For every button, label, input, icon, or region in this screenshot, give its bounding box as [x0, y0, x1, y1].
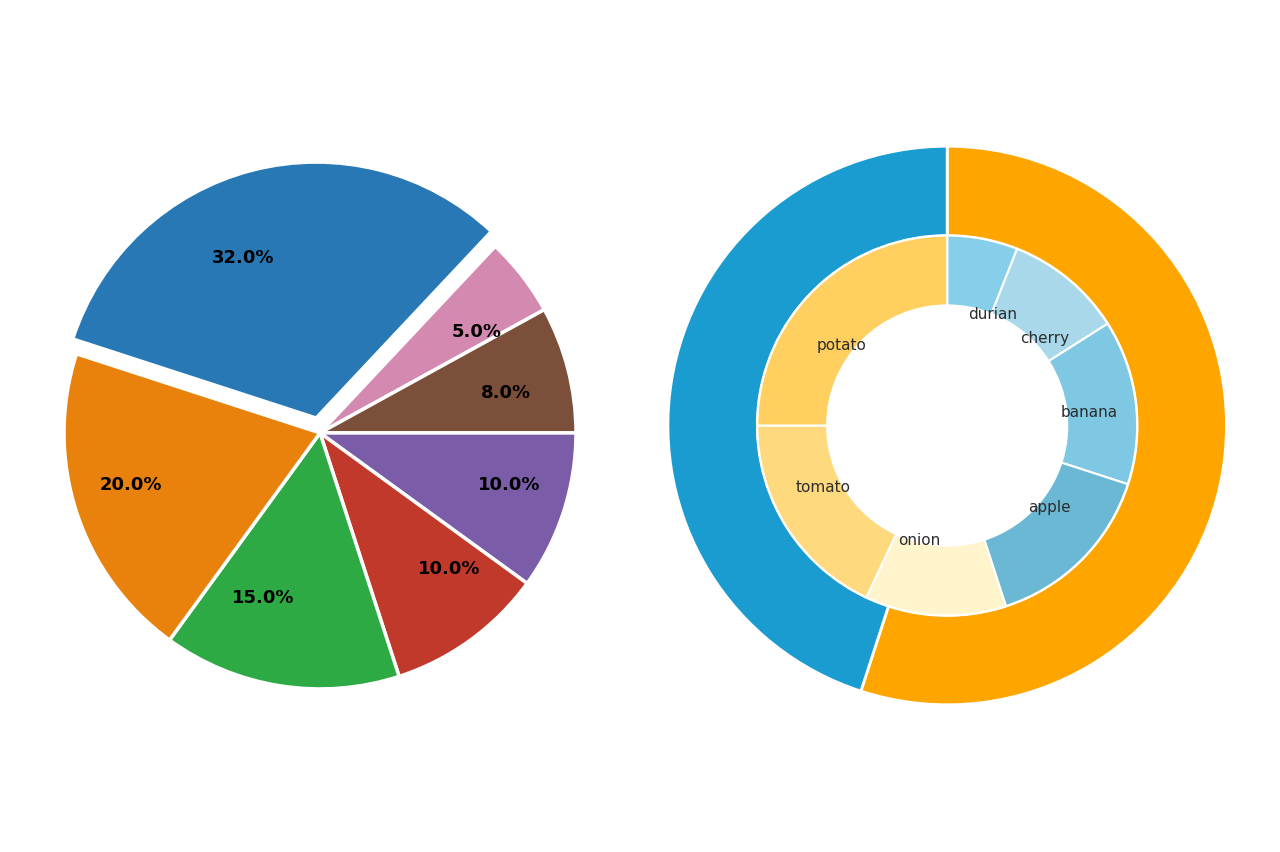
Wedge shape	[64, 354, 320, 641]
Text: onion: onion	[897, 532, 940, 547]
Wedge shape	[320, 434, 527, 676]
Wedge shape	[169, 434, 399, 689]
Wedge shape	[320, 310, 576, 434]
Text: banana: banana	[1060, 404, 1117, 419]
Wedge shape	[984, 463, 1128, 607]
Text: potato: potato	[817, 338, 867, 353]
Wedge shape	[668, 147, 947, 691]
Wedge shape	[947, 236, 1018, 314]
Wedge shape	[320, 434, 576, 584]
Text: 8.0%: 8.0%	[481, 383, 531, 401]
Wedge shape	[320, 247, 544, 434]
Text: 20.0%: 20.0%	[100, 475, 161, 494]
Text: 32.0%: 32.0%	[212, 249, 275, 267]
Text: apple: apple	[1028, 499, 1070, 514]
Text: 10.0%: 10.0%	[417, 559, 480, 577]
Wedge shape	[861, 147, 1226, 705]
Text: tomato: tomato	[796, 480, 851, 494]
Text: durian: durian	[969, 307, 1018, 322]
Wedge shape	[758, 236, 947, 426]
Wedge shape	[73, 163, 492, 418]
Wedge shape	[992, 250, 1107, 362]
Wedge shape	[1048, 325, 1137, 485]
Text: cherry: cherry	[1020, 331, 1069, 346]
Wedge shape	[867, 534, 1006, 616]
Text: 15.0%: 15.0%	[232, 589, 294, 607]
Wedge shape	[758, 426, 896, 597]
Text: 5.0%: 5.0%	[452, 323, 502, 341]
Text: 10.0%: 10.0%	[479, 475, 540, 494]
